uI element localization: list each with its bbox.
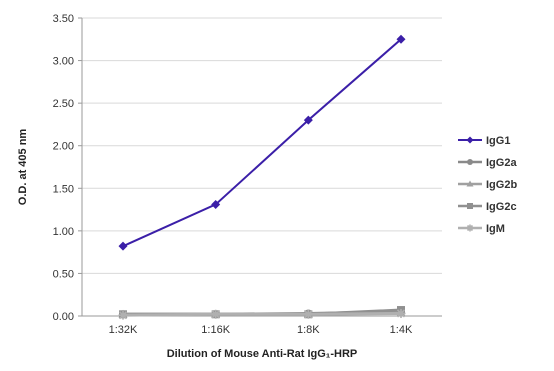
x-axis-title: Dilution of Mouse Anti-Rat IgG₁-HRP bbox=[167, 348, 358, 360]
y-tick-label: 0.50 bbox=[53, 268, 74, 280]
legend-label: IgG2a bbox=[486, 157, 517, 169]
legend-item: IgG2a bbox=[458, 157, 517, 169]
y-tick-label: 0.00 bbox=[53, 311, 74, 323]
series-line bbox=[122, 311, 402, 317]
x-tick-label: 1:32K bbox=[109, 324, 138, 336]
legend-label: IgG2b bbox=[486, 179, 517, 191]
legend-marker bbox=[466, 136, 474, 144]
legend-label: IgM bbox=[486, 223, 505, 235]
y-tick-label: 1.50 bbox=[53, 183, 74, 195]
legend-item: IgG1 bbox=[458, 135, 510, 147]
legend-marker bbox=[467, 203, 473, 209]
data-point bbox=[118, 310, 128, 320]
axes bbox=[78, 17, 442, 317]
data-point bbox=[396, 34, 406, 44]
series-igg1 bbox=[118, 34, 406, 251]
y-tick-label: 2.50 bbox=[53, 98, 74, 110]
y-tick-label: 1.00 bbox=[53, 226, 74, 238]
y-tick-label: 2.00 bbox=[53, 141, 74, 153]
legend: IgG1 IgG2a IgG2b IgG2c IgM bbox=[458, 135, 517, 235]
legend-item: IgG2c bbox=[458, 201, 517, 213]
x-tick-label: 1:4K bbox=[390, 324, 413, 336]
data-point bbox=[396, 308, 406, 318]
y-tick-labels: 0.00 0.50 1.00 1.50 2.00 2.50 3.00 3.50 bbox=[53, 13, 74, 323]
legend-item: IgM bbox=[458, 223, 505, 235]
gridlines bbox=[82, 17, 442, 274]
legend-item: IgG2b bbox=[458, 179, 517, 191]
legend-label: IgG1 bbox=[486, 135, 510, 147]
data-point bbox=[303, 115, 313, 125]
y-axis-title: O.D. at 405 nm bbox=[17, 129, 29, 206]
data-point bbox=[211, 309, 221, 319]
y-tick-label: 3.50 bbox=[53, 13, 74, 25]
data-point bbox=[118, 241, 128, 251]
data-point bbox=[211, 199, 221, 209]
y-tick-label: 3.00 bbox=[53, 56, 74, 68]
x-tick-label: 1:16K bbox=[201, 324, 230, 336]
legend-marker bbox=[466, 180, 474, 187]
x-tick-label: 1:8K bbox=[297, 324, 320, 336]
x-tick-labels: 1:32K 1:16K 1:8K 1:4K bbox=[109, 324, 413, 336]
series-lines bbox=[118, 34, 406, 320]
data-point bbox=[303, 309, 313, 319]
series-igm bbox=[118, 308, 406, 320]
series-line bbox=[122, 38, 402, 248]
legend-marker bbox=[467, 159, 473, 165]
legend-marker bbox=[466, 224, 474, 232]
legend-label: IgG2c bbox=[486, 201, 517, 213]
